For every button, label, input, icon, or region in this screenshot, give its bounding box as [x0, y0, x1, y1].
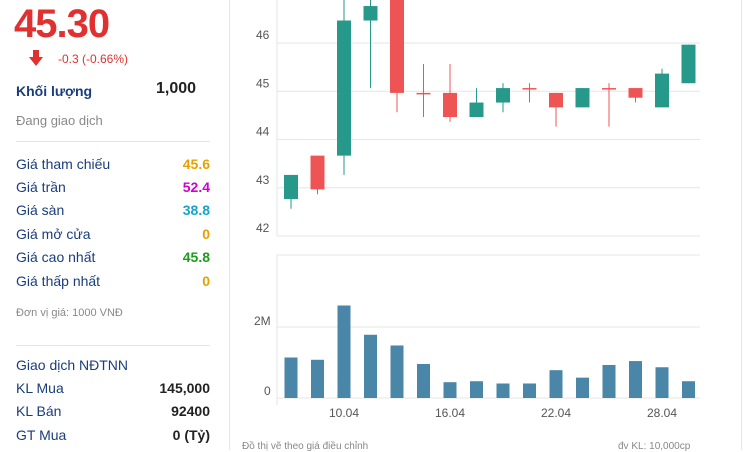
- candle-body: [602, 88, 616, 90]
- row-label: Giá sàn: [16, 202, 65, 218]
- panel-divider: [229, 0, 230, 450]
- last-price: 45.30: [14, 2, 110, 46]
- date-tick-label: 16.04: [435, 406, 465, 420]
- volume-bar: [682, 381, 695, 398]
- row-label: Giá tham chiếu: [16, 156, 111, 172]
- row-value: 45.8: [182, 249, 210, 265]
- price-tick-label: 42: [256, 221, 270, 235]
- row-value: 0: [202, 273, 210, 289]
- price-tick-label: 46: [256, 28, 270, 42]
- row-label: GT Mua: [16, 427, 67, 443]
- chart-footnote-unit: đv KL: 10,000cp: [618, 441, 691, 452]
- row-value: 0 (Tỷ): [172, 427, 210, 443]
- price-tick-label: 44: [256, 125, 270, 139]
- price-volume-chart: 42 43 44 45 46 0 2M 10.04 16.04 22.04 28.04: [254, 0, 700, 420]
- candle-body: [416, 92, 431, 95]
- volume-bar: [364, 334, 377, 398]
- candle-body: [549, 92, 563, 108]
- row-label: Giá mở cửa: [16, 226, 91, 242]
- row-value: 38.8: [182, 202, 210, 218]
- row-label: KL Mua: [16, 380, 64, 396]
- volume-bar: [602, 364, 616, 398]
- volume-bar: [337, 305, 351, 398]
- divider: [16, 141, 210, 142]
- row-label: KL Bán: [16, 403, 62, 419]
- trading-status: Đang giao dịch: [16, 113, 103, 128]
- volume-bar: [629, 361, 642, 398]
- price-unit-note: Đơn vị giá: 1000 VNĐ: [16, 307, 123, 319]
- candle-body: [681, 44, 696, 84]
- foreign-trading-title: Giao dịch NĐTNN: [16, 357, 129, 373]
- quote-panel: 45.30 -0.3 (-0.66%) Khối lượng 1,000 Đan…: [0, 0, 222, 450]
- volume-bar: [284, 357, 298, 398]
- candle-body: [496, 88, 510, 103]
- volume-bar: [470, 381, 483, 398]
- date-tick-label: 10.04: [329, 406, 359, 420]
- divider: [16, 345, 210, 346]
- date-tick-label: 28.04: [647, 406, 677, 420]
- volume-bar: [443, 382, 457, 398]
- candle-body: [390, 0, 404, 93]
- volume-tick-label: 2M: [254, 314, 271, 328]
- price-tick-label: 43: [256, 173, 270, 187]
- row-label: Giá thấp nhất: [16, 273, 101, 289]
- volume-bar: [549, 370, 563, 398]
- row-value: 52.4: [182, 179, 210, 195]
- date-tick-label: 22.04: [541, 406, 571, 420]
- row-value: 45.6: [182, 156, 210, 172]
- candle-body: [655, 73, 669, 108]
- volume-bar: [576, 377, 589, 398]
- row-label: Giá cao nhất: [16, 249, 96, 265]
- row-value: 0: [202, 226, 210, 242]
- row-value: 145,000: [159, 380, 210, 396]
- candle-body: [522, 88, 537, 90]
- row-value: 92400: [171, 403, 210, 419]
- candle-body: [284, 174, 298, 200]
- volume-bar: [390, 345, 404, 398]
- chart-footnote-adjusted: Đồ thị vẽ theo giá điều chỉnh: [242, 441, 369, 452]
- candle-body: [337, 20, 351, 156]
- candle-body: [363, 6, 378, 21]
- candle-body: [310, 155, 325, 190]
- arrow-down-icon: [29, 50, 43, 66]
- right-border: [741, 0, 742, 450]
- price-tick-label: 45: [256, 76, 270, 90]
- volume-tick-label: 0: [264, 384, 271, 398]
- volume-bar: [655, 367, 669, 398]
- volume-bar: [523, 383, 536, 398]
- volume-bar: [417, 364, 430, 398]
- volume-label: Khối lượng: [16, 83, 93, 99]
- candle-body: [575, 88, 590, 108]
- volume-value: 1,000: [156, 80, 197, 97]
- price-change: -0.3 (-0.66%): [58, 52, 129, 66]
- row-label: Giá trần: [16, 179, 66, 195]
- volume-bar: [496, 383, 510, 398]
- candle-body: [628, 88, 643, 98]
- candle-body: [469, 102, 484, 118]
- candle-body: [443, 92, 457, 118]
- volume-bar: [311, 359, 324, 398]
